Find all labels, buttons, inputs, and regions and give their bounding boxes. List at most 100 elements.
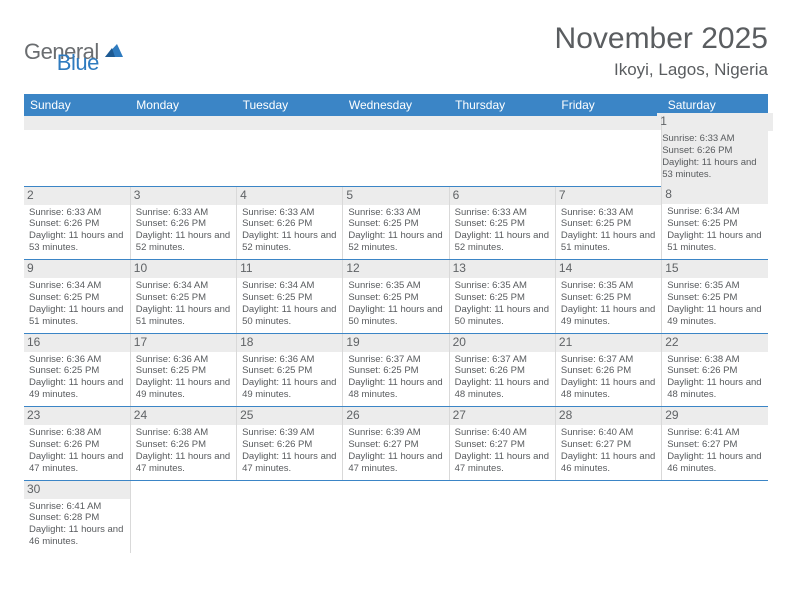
sunrise: Sunrise: 6:36 AM: [242, 354, 337, 366]
sunrise: Sunrise: 6:41 AM: [667, 427, 763, 439]
daylight: Daylight: 11 hours and 52 minutes.: [455, 230, 550, 254]
sunset: Sunset: 6:26 PM: [667, 365, 763, 377]
sunset: Sunset: 6:25 PM: [667, 218, 763, 230]
daynum: 10: [131, 260, 236, 278]
daynum: 14: [556, 260, 661, 278]
empty-pad: [24, 116, 662, 130]
daynum: 16: [24, 334, 130, 352]
sunset: Sunset: 6:25 PM: [348, 365, 443, 377]
logo: General Blue: [24, 28, 99, 76]
sunrise: Sunrise: 6:34 AM: [242, 280, 337, 292]
day-8: 8Sunrise: 6:34 AMSunset: 6:25 PMDaylight…: [662, 186, 768, 260]
daynum: 9: [24, 260, 130, 278]
dayhead-wed: Wednesday: [343, 94, 449, 116]
daylight: Daylight: 11 hours and 46 minutes.: [667, 451, 763, 475]
sunset: Sunset: 6:25 PM: [561, 218, 656, 230]
sunset: Sunset: 6:26 PM: [136, 439, 231, 451]
day-22: 22 Sunrise: 6:38 AMSunset: 6:26 PMDayligh…: [662, 333, 768, 407]
sunset: Sunset: 6:25 PM: [242, 292, 337, 304]
day-27: 27Sunrise: 6:40 AMSunset: 6:27 PMDayligh…: [449, 407, 555, 481]
sunrise: Sunrise: 6:38 AM: [29, 427, 125, 439]
week-0: [24, 130, 768, 186]
sunset: Sunset: 6:26 PM: [242, 218, 337, 230]
month-title: November 2025: [555, 22, 768, 56]
day-29: 29Sunrise: 6:41 AMSunset: 6:27 PMDayligh…: [662, 407, 768, 481]
location-title: Ikoyi, Lagos, Nigeria: [555, 60, 768, 80]
empty-cells: [24, 130, 662, 186]
sunrise: Sunrise: 6:38 AM: [667, 354, 763, 366]
day-3: 3Sunrise: 6:33 AMSunset: 6:26 PMDaylight…: [130, 186, 236, 260]
daynum: 19: [343, 334, 448, 352]
sunrise: Sunrise: 6:33 AM: [242, 207, 337, 219]
sunrise: Sunrise: 6:33 AM: [29, 207, 125, 219]
sunset: Sunset: 6:25 PM: [348, 292, 443, 304]
week-2: 9Sunrise: 6:34 AMSunset: 6:25 PMDaylight…: [24, 260, 768, 334]
sunset: Sunset: 6:25 PM: [136, 365, 231, 377]
daynum: 25: [237, 407, 342, 425]
week-0-pad: 1 Sunrise: 6:33 AM Sunset: 6:26 PM Dayli…: [24, 116, 768, 130]
daynum: 17: [131, 334, 236, 352]
sunrise: Sunrise: 6:34 AM: [136, 280, 231, 292]
day-18: 18Sunrise: 6:36 AMSunset: 6:25 PMDayligh…: [237, 333, 343, 407]
day-17: 17Sunrise: 6:36 AMSunset: 6:25 PMDayligh…: [130, 333, 236, 407]
daylight: Daylight: 11 hours and 52 minutes.: [136, 230, 231, 254]
day-4: 4Sunrise: 6:33 AMSunset: 6:26 PMDaylight…: [237, 186, 343, 260]
daylight: Daylight: 11 hours and 50 minutes.: [348, 304, 443, 328]
sunset: Sunset: 6:26 PM: [455, 365, 550, 377]
sunset: Sunset: 6:27 PM: [348, 439, 443, 451]
daynum: 15: [662, 260, 768, 278]
sunrise: Sunrise: 6:34 AM: [29, 280, 125, 292]
daylight: Daylight: 11 hours and 48 minutes.: [667, 377, 763, 401]
day-13: 13Sunrise: 6:35 AMSunset: 6:25 PMDayligh…: [449, 260, 555, 334]
day-1: 1 Sunrise: 6:33 AM Sunset: 6:26 PM Dayli…: [662, 116, 768, 186]
sunset: Sunset: 6:25 PM: [242, 365, 337, 377]
sunrise: Sunrise: 6:37 AM: [348, 354, 443, 366]
daylight: Daylight: 11 hours and 48 minutes.: [348, 377, 443, 401]
daylight: Daylight: 11 hours and 50 minutes.: [455, 304, 550, 328]
week-5: 30Sunrise: 6:41 AMSunset: 6:28 PMDayligh…: [24, 480, 768, 553]
sunset: Sunset: 6:26 PM: [136, 218, 231, 230]
sunset: Sunset: 6:25 PM: [561, 292, 656, 304]
sunrise: Sunrise: 6:35 AM: [667, 280, 763, 292]
daynum: 21: [556, 334, 661, 352]
sunrise: Sunrise: 6:37 AM: [455, 354, 550, 366]
daynum: 6: [450, 187, 555, 205]
sunset: Sunset: 6:26 PM: [29, 218, 125, 230]
empty-trailing: [130, 480, 768, 553]
sunrise: Sunrise: 6:35 AM: [561, 280, 656, 292]
sunset: Sunset: 6:28 PM: [29, 512, 125, 524]
day-24: 24Sunrise: 6:38 AMSunset: 6:26 PMDayligh…: [130, 407, 236, 481]
daylight: Daylight: 11 hours and 51 minutes.: [561, 230, 656, 254]
calendar-table: Sunday Monday Tuesday Wednesday Thursday…: [24, 94, 768, 553]
sunset: Sunset: 6:26 PM: [29, 439, 125, 451]
day-5: 5Sunrise: 6:33 AMSunset: 6:25 PMDaylight…: [343, 186, 449, 260]
daynum: 22: [662, 334, 768, 352]
logo-sail-icon: [103, 42, 125, 65]
logo-text-blue: Blue: [57, 50, 99, 76]
day-6: 6Sunrise: 6:33 AMSunset: 6:25 PMDaylight…: [449, 186, 555, 260]
day-16: 16Sunrise: 6:36 AMSunset: 6:25 PMDayligh…: [24, 333, 130, 407]
sunset: Sunset: 6:25 PM: [29, 292, 125, 304]
daylight: Daylight: 11 hours and 46 minutes.: [29, 524, 125, 548]
day-14: 14Sunrise: 6:35 AMSunset: 6:25 PMDayligh…: [555, 260, 661, 334]
sunrise: Sunrise: 6:40 AM: [455, 427, 550, 439]
sunset: Sunset: 6:25 PM: [667, 292, 763, 304]
sunrise: Sunrise: 6:34 AM: [667, 206, 763, 218]
daylight: Daylight: 11 hours and 53 minutes.: [29, 230, 125, 254]
sunset: Sunset: 6:25 PM: [455, 218, 550, 230]
sunrise: Sunrise: 6:39 AM: [348, 427, 443, 439]
sunrise: Sunrise: 6:33 AM: [561, 207, 656, 219]
daylight: Daylight: 11 hours and 47 minutes.: [348, 451, 443, 475]
day-7: 7Sunrise: 6:33 AMSunset: 6:25 PMDaylight…: [555, 186, 661, 260]
daylight: Daylight: 11 hours and 53 minutes.: [662, 157, 768, 181]
day-25: 25Sunrise: 6:39 AMSunset: 6:26 PMDayligh…: [237, 407, 343, 481]
sunset: Sunset: 6:27 PM: [561, 439, 656, 451]
sunset: Sunset: 6:26 PM: [242, 439, 337, 451]
day-10: 10Sunrise: 6:34 AMSunset: 6:25 PMDayligh…: [130, 260, 236, 334]
sunrise: Sunrise: 6:37 AM: [561, 354, 656, 366]
daylight: Daylight: 11 hours and 52 minutes.: [242, 230, 337, 254]
sunrise: Sunrise: 6:35 AM: [348, 280, 443, 292]
sunrise: Sunrise: 6:39 AM: [242, 427, 337, 439]
day-15: 15Sunrise: 6:35 AMSunset: 6:25 PMDayligh…: [662, 260, 768, 334]
daylight: Daylight: 11 hours and 49 minutes.: [29, 377, 125, 401]
